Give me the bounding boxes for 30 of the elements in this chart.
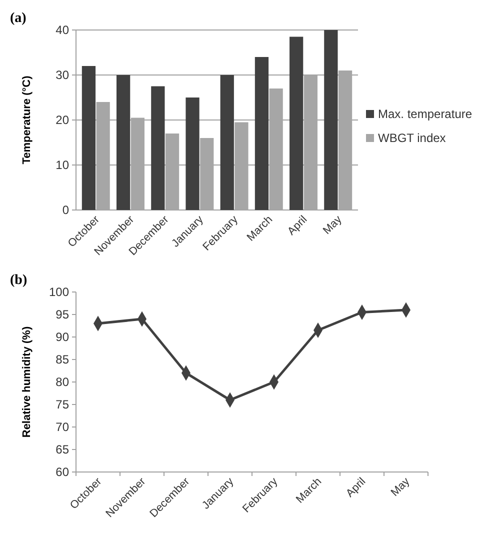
bar [82,66,96,210]
x-tick-label: May [388,475,412,499]
legend-label: Max. temperature [378,107,472,122]
y-tick-label: 10 [56,158,70,172]
bar [254,57,269,210]
bar [186,98,200,210]
y-axis-title: Temperature (°C) [21,75,33,164]
chart-title: (a) [10,11,27,26]
bar [220,75,234,210]
bar [116,75,130,210]
y-tick-label: 75 [56,398,70,412]
bar [324,30,338,210]
y-tick-label: 100 [48,285,70,300]
y-tick-label: 20 [56,113,70,128]
y-tick-label: 70 [56,420,70,434]
chart-title: (b) [10,273,28,288]
bar [290,36,304,210]
legend-label: WBGT index [378,131,446,146]
y-tick-label: 60 [56,465,70,480]
bar [151,86,165,210]
y-tick-label: 90 [56,330,70,344]
y-tick-label: 0 [62,203,70,218]
x-tick-label: May [321,213,345,237]
y-tick-label: 40 [56,23,70,38]
y-tick-label: 30 [56,68,70,82]
y-tick-label: 85 [56,352,70,367]
y-tick-label: 95 [56,308,70,322]
y-axis-title: Relative humidity (%) [21,326,33,438]
y-tick-label: 65 [56,442,70,457]
y-tick-label: 80 [56,375,70,390]
